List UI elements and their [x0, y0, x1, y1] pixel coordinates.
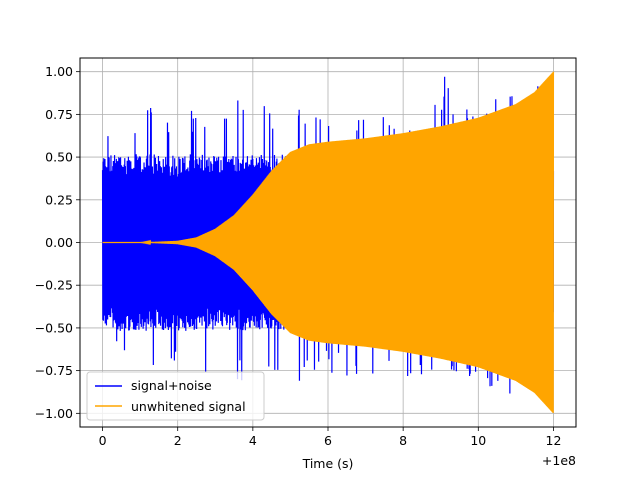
y-tick-label: −0.75 — [35, 363, 73, 378]
x-axis-label: Time (s) — [302, 456, 354, 471]
x-tick-label: 10 — [470, 433, 486, 448]
y-tick-label: 0.25 — [45, 192, 73, 207]
x-tick-label: 4 — [249, 433, 257, 448]
y-tick-label: 0.75 — [45, 107, 73, 122]
legend: signal+noise unwhitened signal — [86, 371, 265, 421]
x-offset-label: +1e8 — [542, 453, 576, 468]
x-tick-label: 6 — [324, 433, 332, 448]
x-tick-label: 8 — [399, 433, 407, 448]
legend-label-unwhitened-signal: unwhitened signal — [131, 399, 246, 414]
x-tick-label: 2 — [174, 433, 182, 448]
series-unwhitened-signal-line — [102, 71, 555, 414]
legend-label-signal-noise: signal+noise — [131, 378, 212, 393]
y-tick-label: 1.00 — [45, 64, 73, 79]
y-tick-label: −0.50 — [35, 320, 73, 335]
y-tick-label: 0.00 — [45, 235, 73, 250]
legend-box — [86, 371, 265, 421]
y-tick-label: −1.00 — [35, 406, 73, 421]
series-layer — [101, 71, 555, 414]
x-tick-label: 12 — [546, 433, 562, 448]
y-tick-label: 0.50 — [45, 150, 73, 165]
y-tick-label: −0.25 — [35, 278, 73, 293]
ticks: 0 2 4 6 8 10 12 −1.00 −0.75 −0.50 −0.25 0.00 0.25 0.5… — [35, 64, 562, 448]
x-tick-label: 0 — [99, 433, 107, 448]
